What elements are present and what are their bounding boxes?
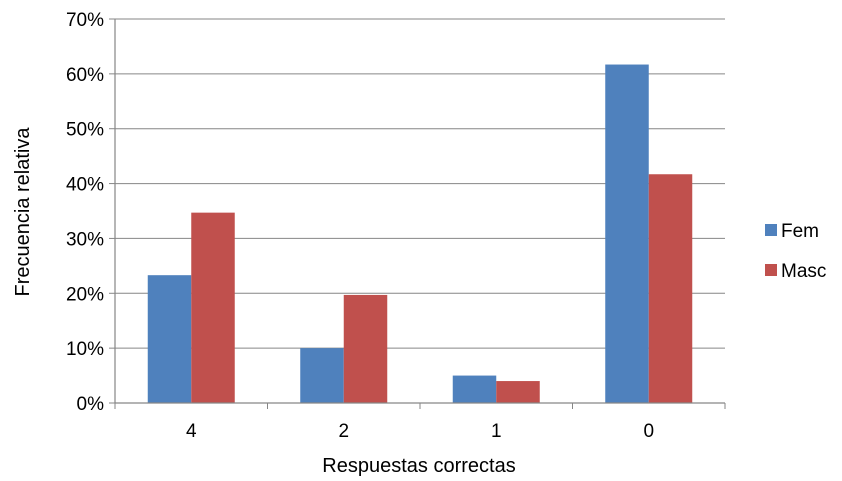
bar-masc-2 (343, 294, 388, 403)
y-tick-label: 10% (66, 339, 104, 360)
y-tick-label: 0% (77, 394, 105, 415)
y-tick-label: 60% (66, 65, 104, 86)
bar-fem-0 (605, 64, 649, 403)
y-axis-title: Frecuencia relativa (12, 127, 34, 297)
y-tick-label: 70% (66, 10, 104, 31)
bar-masc-1 (496, 381, 540, 403)
bars (147, 64, 693, 403)
x-axis-title: Respuestas correctas (322, 455, 515, 477)
x-tick-label: 1 (491, 421, 502, 442)
bar-masc-0 (648, 174, 693, 403)
x-axis-ticks: 4 2 1 0 (114, 403, 726, 442)
bar-fem-2 (300, 348, 344, 403)
bar-fem-1 (452, 375, 497, 403)
x-tick-label: 2 (338, 421, 349, 442)
x-tick-label: 0 (643, 421, 654, 442)
y-tick-label: 20% (66, 284, 104, 305)
y-tick-label: 30% (66, 229, 104, 250)
legend-label-fem: Fem (781, 221, 819, 242)
y-tick-label: 40% (66, 175, 104, 196)
bar-fem-4 (147, 275, 192, 403)
legend-swatch-fem (765, 224, 777, 236)
y-tick-label: 50% (66, 120, 104, 141)
x-tick-label: 4 (186, 421, 197, 442)
legend-label-masc: Masc (781, 261, 826, 282)
y-axis-ticks: 0% 10% 20% 30% 40% 50% 60% 70% (66, 10, 115, 415)
legend: Fem Masc (765, 221, 826, 282)
legend-swatch-masc (765, 264, 777, 276)
bar-masc-4 (191, 212, 235, 403)
